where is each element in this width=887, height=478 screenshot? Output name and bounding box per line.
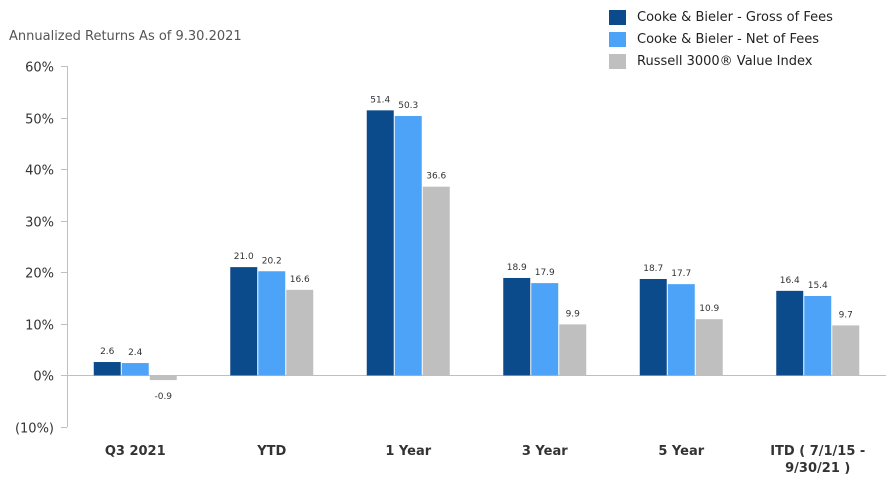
y-tick-label: 30% <box>25 216 54 231</box>
bar <box>149 375 177 381</box>
bar <box>531 283 559 376</box>
data-label: 16.6 <box>290 275 310 285</box>
y-tick-label: 0% <box>33 370 54 385</box>
data-label: 17.9 <box>535 268 555 278</box>
y-tick-label: 20% <box>25 267 54 282</box>
data-label: -0.9 <box>154 392 172 402</box>
data-label: 2.6 <box>100 347 115 357</box>
legend-label-index: Russell 3000® Value Index <box>637 53 813 69</box>
legend-swatch-gross <box>609 9 626 25</box>
bar <box>93 362 121 376</box>
bar <box>832 325 860 376</box>
data-label: 2.4 <box>128 348 143 358</box>
bar <box>258 271 286 376</box>
y-tick-label: 60% <box>25 61 54 76</box>
bar <box>559 324 587 376</box>
data-label: 20.2 <box>262 256 282 266</box>
data-label: 9.7 <box>839 310 853 320</box>
bar <box>639 278 667 376</box>
legend-label-gross: Cooke & Bieler - Gross of Fees <box>637 9 833 25</box>
y-tick-label: 40% <box>25 164 54 179</box>
x-tick-label: 3 Year <box>522 444 568 459</box>
bar <box>366 110 394 376</box>
data-label: 18.9 <box>507 263 527 273</box>
bar <box>121 363 149 376</box>
bar <box>394 116 422 376</box>
y-tick-label: 50% <box>25 113 54 128</box>
data-label: 18.7 <box>643 264 663 274</box>
data-label: 50.3 <box>398 101 418 111</box>
chart-subtitle: Annualized Returns As of 9.30.2021 <box>9 29 242 44</box>
x-tick-label: 5 Year <box>658 444 704 459</box>
data-label: 51.4 <box>370 95 390 105</box>
legend-swatch-net <box>609 31 626 47</box>
bar <box>667 284 695 376</box>
bar <box>230 267 258 376</box>
legend-item-net: Cooke & Bieler - Net of Fees <box>609 28 833 50</box>
y-tick-label: 10% <box>25 319 54 334</box>
x-tick-label: Q3 2021 <box>105 444 166 459</box>
data-label: 21.0 <box>234 252 254 262</box>
legend: Cooke & Bieler - Gross of Fees Cooke & B… <box>609 6 833 72</box>
bar <box>695 319 723 376</box>
legend-item-gross: Cooke & Bieler - Gross of Fees <box>609 6 833 28</box>
bar <box>286 289 314 376</box>
data-label: 10.9 <box>699 304 719 314</box>
legend-swatch-index <box>609 53 626 69</box>
data-label: 36.6 <box>426 172 446 182</box>
bar <box>804 296 832 376</box>
y-tick-label: (10%) <box>15 422 54 437</box>
data-label: 17.7 <box>671 269 691 279</box>
x-tick-label: ITD ( 7/1/15 - <box>770 444 865 459</box>
bar <box>422 186 450 376</box>
x-tick-label: YTD <box>256 444 286 459</box>
x-tick-label: 9/30/21 ) <box>785 461 850 476</box>
data-label: 15.4 <box>808 281 828 291</box>
x-tick-label: 1 Year <box>385 444 431 459</box>
data-label: 9.9 <box>566 309 581 319</box>
bar <box>776 290 804 376</box>
data-label: 16.4 <box>780 276 800 286</box>
bar <box>503 277 531 376</box>
legend-label-net: Cooke & Bieler - Net of Fees <box>637 31 820 47</box>
legend-item-index: Russell 3000® Value Index <box>609 50 833 72</box>
